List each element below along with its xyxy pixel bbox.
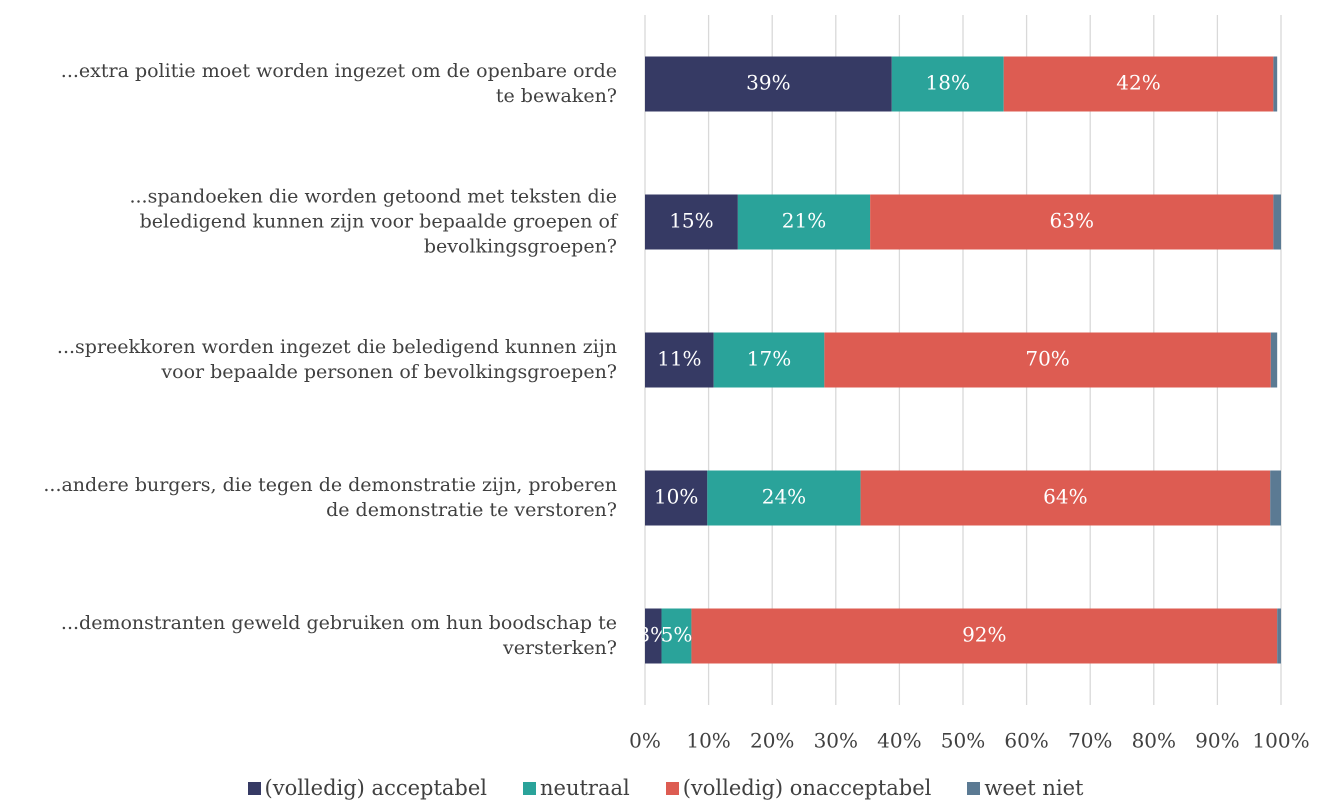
data-label: 18%	[926, 71, 970, 95]
bar-segment	[1277, 608, 1281, 664]
legend: (volledig) acceptabel neutraal (volledig) …	[0, 776, 1331, 800]
data-label: 70%	[1025, 347, 1069, 371]
legend-swatch	[967, 781, 981, 795]
bar-segment	[737, 194, 871, 250]
bar-segment	[1270, 470, 1281, 526]
x-tick-label: 80%	[1132, 729, 1176, 753]
data-label: 17%	[747, 347, 791, 371]
bar-segment	[1273, 194, 1281, 250]
legend-item: neutraal	[523, 776, 630, 800]
data-label: 10%	[654, 485, 698, 509]
legend-item: weet niet	[967, 776, 1083, 800]
x-tick-label: 100%	[1252, 729, 1309, 753]
category-label: ...spandoeken die worden getoond met tek…	[129, 185, 617, 258]
bar-segment	[707, 470, 861, 526]
bar-segment	[860, 470, 1271, 526]
x-tick-label: 60%	[1004, 729, 1048, 753]
legend-item: (volledig) onacceptabel	[665, 776, 932, 800]
data-label: 5%	[661, 623, 693, 647]
category-label: ...spreekkoren worden ingezet die beledi…	[56, 336, 617, 383]
bar-segment	[645, 194, 738, 250]
x-tick-label: 40%	[877, 729, 921, 753]
data-label: 42%	[1116, 71, 1160, 95]
data-label: 63%	[1050, 209, 1094, 233]
bar-segment	[645, 56, 892, 112]
data-label: 24%	[762, 485, 806, 509]
bar-segment	[645, 608, 662, 664]
category-label: ...andere burgers, die tegen de demonstr…	[43, 474, 617, 521]
legend-item: (volledig) acceptabel	[247, 776, 488, 800]
x-tick-label: 70%	[1068, 729, 1112, 753]
data-label: 21%	[782, 209, 826, 233]
x-tick-label: 50%	[941, 729, 985, 753]
legend-label: (volledig) onacceptabel	[682, 776, 932, 800]
x-tick-label: 20%	[750, 729, 794, 753]
bar-segment	[691, 608, 1278, 664]
bar-segment	[661, 608, 692, 664]
bar-segment	[713, 332, 825, 388]
category-label: ...demonstranten geweld gebruiken om hun…	[60, 612, 617, 659]
data-label: 64%	[1043, 485, 1087, 509]
legend-swatch	[665, 781, 679, 795]
bar-segment	[824, 332, 1271, 388]
data-label: 15%	[669, 209, 713, 233]
legend-swatch	[247, 781, 261, 795]
bar-segment	[1273, 56, 1278, 112]
x-tick-label: 0%	[629, 729, 661, 753]
category-label: ...extra politie moet worden ingezet om …	[60, 60, 617, 107]
x-tick-label: 30%	[814, 729, 858, 753]
x-tick-label: 10%	[686, 729, 730, 753]
bar-segment	[1270, 332, 1278, 388]
data-label: 39%	[746, 71, 790, 95]
bar-segment	[891, 56, 1004, 112]
data-label: 92%	[962, 623, 1006, 647]
legend-swatch	[523, 781, 537, 795]
legend-label: neutraal	[540, 776, 630, 800]
bar-segment	[1003, 56, 1274, 112]
data-label: 11%	[657, 347, 701, 371]
bar-segment	[645, 470, 708, 526]
legend-label: (volledig) acceptabel	[264, 776, 488, 800]
bar-segment	[870, 194, 1274, 250]
bar-segment	[645, 332, 714, 388]
legend-label: weet niet	[984, 776, 1084, 800]
x-tick-label: 90%	[1195, 729, 1239, 753]
